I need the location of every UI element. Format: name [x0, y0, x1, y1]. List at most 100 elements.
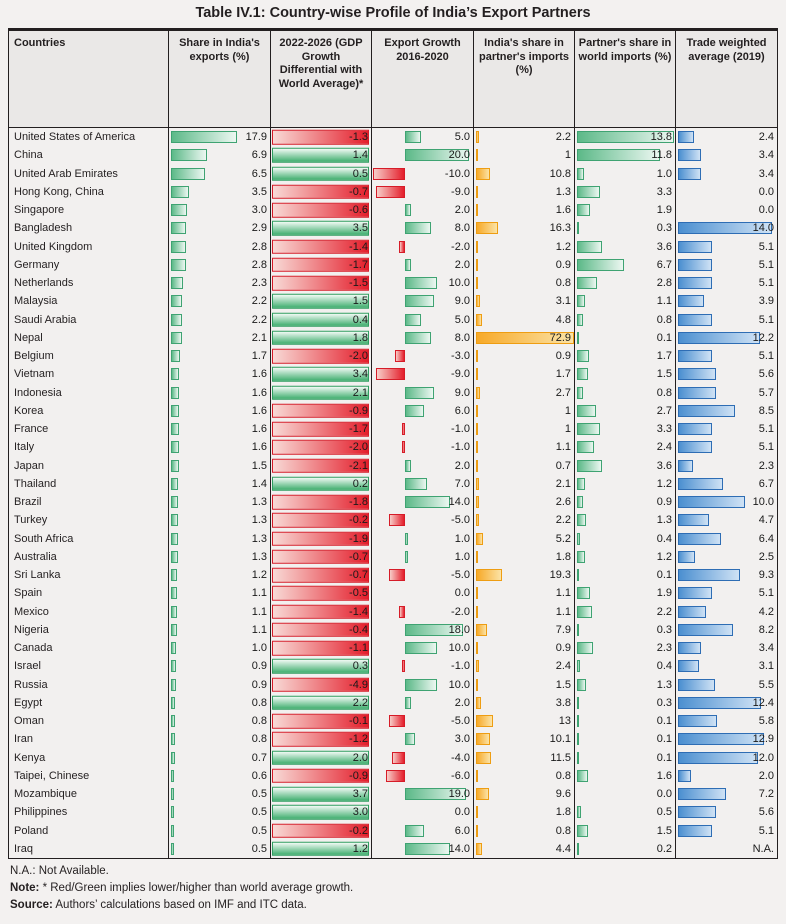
country-cell: Taipei, Chinese [9, 766, 169, 785]
india-share-cell: 0.7 [474, 456, 575, 475]
partner-share-cell: 0.1 [575, 712, 676, 731]
trade-weighted-cell: 3.1 [676, 657, 777, 675]
share-exports-bar [171, 258, 186, 271]
cell-value: 0.5 [251, 806, 267, 819]
export-growth-cell: 14.0 [372, 493, 474, 512]
india-share-cell: 1.5 [474, 675, 575, 694]
export-growth-cell: 8.0 [372, 219, 474, 238]
cell-value: 3.5 [352, 222, 368, 235]
partner-share-cell: 0.3 [575, 620, 676, 639]
cell-value: 1.0 [454, 532, 470, 545]
table-row: Nigeria 1.1 -0.4 18.0 7.9 0.3 8.2 [9, 620, 777, 639]
cell-value: 5.6 [758, 368, 774, 381]
partner-share-bar [577, 514, 587, 527]
country-label: Japan [14, 459, 44, 472]
partner-share-bar [577, 733, 579, 746]
cell-value: -0.9 [349, 769, 368, 782]
share-exports-cell: 0.5 [169, 821, 271, 840]
export-growth-cell: 10.0 [372, 274, 474, 293]
cell-value: 19.0 [448, 788, 470, 801]
cell-value: 0.5 [656, 806, 672, 819]
cell-value: -1.9 [349, 532, 368, 545]
cell-value: 2.4 [758, 131, 774, 144]
cell-value: 3.1 [758, 660, 774, 673]
country-label: Vietnam [14, 368, 55, 381]
cell-value: 0.1 [656, 733, 672, 746]
partner-share-bar [577, 386, 583, 399]
cell-value: -2.0 [349, 441, 368, 454]
trade-weighted-bar [678, 696, 762, 709]
cell-value: -2.0 [451, 240, 470, 253]
export-growth-bar [405, 204, 412, 217]
gdp-differential-cell: 2.2 [271, 693, 372, 712]
country-label: Iraq [14, 842, 33, 855]
export-growth-cell: -5.0 [372, 566, 474, 585]
cell-value: 6.7 [656, 258, 672, 271]
cell-value: 19.3 [549, 569, 571, 582]
trade-weighted-cell: 12.0 [676, 749, 777, 767]
india-share-cell: 19.3 [474, 566, 575, 585]
india-share-bar [476, 696, 482, 709]
export-growth-cell: 14.0 [372, 839, 474, 858]
cell-value: 6.7 [758, 477, 774, 490]
cell-value: 1.2 [656, 550, 672, 563]
india-share-bar [476, 532, 483, 545]
cell-value: 1.5 [656, 824, 672, 837]
trade-weighted-bar [678, 769, 692, 782]
cell-value: -1.5 [349, 277, 368, 290]
cell-value: 1.1 [251, 623, 267, 636]
india-share-cell: 5.2 [474, 529, 575, 548]
cell-value: 0.9 [555, 258, 571, 271]
cell-value: 2.4 [656, 441, 672, 454]
export-growth-bar [405, 788, 466, 801]
country-label: Kenya [14, 751, 46, 764]
export-growth-cell: -1.0 [372, 420, 474, 439]
partner-share-cell: 3.6 [575, 456, 676, 475]
share-exports-bar [171, 386, 180, 399]
country-cell: Mexico [9, 602, 169, 621]
country-label: Indonesia [14, 386, 62, 399]
export-growth-bar [389, 514, 405, 527]
header-countries: Countries [9, 31, 169, 127]
cell-value: 1.3 [656, 678, 672, 691]
export-growth-bar [389, 715, 405, 728]
cell-value: 0.8 [251, 715, 267, 728]
trade-weighted-cell: 7.2 [676, 785, 777, 803]
trade-weighted-bar [678, 605, 707, 618]
cell-value: 8.2 [758, 623, 774, 636]
country-cell: Belgium [9, 347, 169, 366]
cell-value: 1.6 [251, 423, 267, 436]
share-exports-cell: 0.8 [169, 693, 271, 712]
trade-weighted-cell: 3.4 [676, 146, 777, 164]
share-exports-bar [171, 569, 178, 582]
cell-value: 5.0 [454, 313, 470, 326]
india-share-cell: 4.4 [474, 839, 575, 858]
india-share-bar [476, 550, 479, 563]
cell-value: 0.3 [352, 660, 368, 673]
export-growth-cell: -2.0 [372, 602, 474, 621]
cell-value: 1.3 [555, 185, 571, 198]
table-row: Germany 2.8 -1.7 2.0 0.9 6.7 5.1 [9, 255, 777, 274]
india-share-cell: 2.1 [474, 474, 575, 493]
share-exports-cell: 1.1 [169, 584, 271, 603]
cell-value: 12.4 [752, 696, 774, 709]
gdp-differential-cell: -0.7 [271, 182, 372, 201]
india-share-bar [476, 185, 478, 198]
cell-value: 7.0 [454, 477, 470, 490]
country-label: Belgium [14, 350, 54, 363]
cell-value: 0.9 [251, 660, 267, 673]
share-exports-cell: 1.1 [169, 620, 271, 639]
partner-share-bar [577, 350, 589, 363]
export-growth-cell: 20.0 [372, 146, 474, 165]
share-exports-cell: 1.3 [169, 529, 271, 548]
cell-value: 0.9 [656, 496, 672, 509]
export-growth-cell: 6.0 [372, 401, 474, 420]
export-growth-bar [405, 386, 434, 399]
country-label: China [14, 149, 43, 162]
country-label: United Arab Emirates [14, 167, 118, 180]
cell-value: 0.0 [758, 204, 774, 217]
trade-weighted-cell: 10.0 [676, 493, 777, 511]
table-row: Malaysia 2.2 1.5 9.0 3.1 1.1 3.9 [9, 292, 777, 311]
cell-value: 2.2 [555, 131, 571, 144]
cell-value: 5.1 [758, 258, 774, 271]
